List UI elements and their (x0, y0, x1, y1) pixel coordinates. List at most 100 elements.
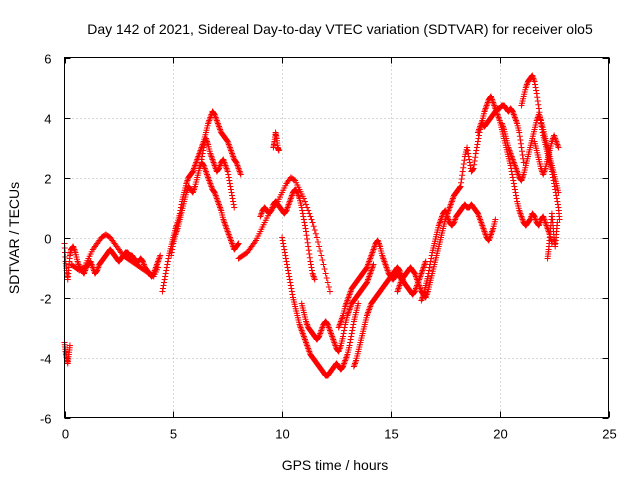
data-point (311, 227, 318, 233)
data-point (550, 174, 557, 181)
data-point (230, 201, 237, 208)
data-point (168, 249, 175, 256)
data-point (163, 267, 170, 274)
data-point (237, 171, 244, 178)
data-point (470, 165, 477, 172)
y-tick-label: 6 (44, 52, 51, 67)
data-point (309, 219, 316, 226)
data-point (456, 184, 463, 191)
data-point (289, 291, 296, 298)
data-point (518, 144, 525, 151)
data-point (548, 168, 555, 175)
data-point (370, 261, 377, 268)
data-point (340, 330, 347, 337)
data-point (348, 330, 355, 337)
y-tick-label: 2 (44, 172, 51, 187)
data-point (459, 168, 466, 175)
data-series-trace-m (350, 258, 429, 370)
data-point (227, 186, 234, 193)
data-point (200, 147, 207, 154)
data-point (303, 201, 310, 208)
data-point (288, 288, 295, 295)
data-point (346, 342, 353, 349)
data-point (285, 267, 292, 274)
data-point (160, 282, 167, 289)
data-point (159, 288, 166, 295)
data-point (308, 264, 315, 271)
data-point (168, 252, 175, 259)
data-point (311, 276, 318, 283)
data-point (531, 78, 538, 85)
data-point (159, 285, 166, 292)
data-point (510, 177, 517, 184)
data-point (299, 207, 306, 214)
plot-frame (64, 57, 609, 418)
data-point (475, 135, 482, 142)
data-point (280, 240, 287, 247)
data-point (304, 236, 311, 242)
data-point (473, 147, 480, 154)
data-point (287, 282, 294, 289)
y-tick-label: 0 (44, 232, 51, 247)
data-series-trace-u (544, 210, 561, 262)
data-series-trace-b (61, 339, 73, 367)
data-point (458, 176, 465, 182)
data-point (517, 140, 524, 147)
data-point (307, 213, 314, 220)
x-axis-label: GPS time / hours (282, 457, 389, 473)
data-point (287, 279, 294, 286)
data-point (301, 219, 308, 226)
data-point (471, 158, 478, 164)
data-point (427, 261, 434, 268)
data-point (460, 161, 467, 167)
data-point (532, 84, 539, 91)
data-point (424, 273, 431, 280)
data-point (534, 94, 541, 101)
data-point (467, 162, 474, 169)
data-point (553, 195, 560, 202)
data-point (427, 258, 434, 265)
data-point (512, 189, 519, 196)
data-series-trace-f (198, 135, 238, 211)
x-tick-label: 20 (493, 427, 507, 442)
data-point (305, 207, 312, 214)
data-point (471, 161, 478, 168)
data-point (288, 285, 295, 292)
x-tick-label: 5 (170, 427, 177, 442)
data-point (199, 150, 206, 157)
data-point (155, 264, 162, 271)
data-point (225, 171, 232, 178)
x-tick-label: 25 (602, 427, 616, 442)
data-point (169, 246, 176, 253)
data-point (425, 270, 432, 277)
data-point (303, 228, 310, 235)
data-point (285, 270, 292, 277)
data-point (465, 153, 472, 160)
data-point (538, 123, 545, 130)
data-point (532, 81, 539, 88)
data-point (539, 126, 546, 133)
data-point (341, 327, 348, 334)
data-point (307, 261, 314, 268)
data-point (340, 333, 347, 340)
data-point (286, 276, 293, 283)
data-point (466, 156, 473, 163)
data-point (535, 105, 542, 112)
data-point (553, 192, 560, 199)
data-point (163, 264, 170, 271)
data-point (279, 237, 286, 244)
data-point (536, 113, 543, 119)
data-point (308, 216, 315, 223)
data-point (476, 132, 483, 139)
data-point (301, 222, 308, 229)
data-point (315, 239, 322, 245)
y-axis-label: SDTVAR / TECUs (6, 182, 22, 294)
data-point (275, 147, 282, 154)
data-point (307, 258, 314, 265)
data-series-trace-e (168, 159, 242, 259)
data-point (283, 258, 290, 265)
data-point (298, 204, 305, 211)
data-point (508, 168, 515, 175)
data-series-trace-i (270, 129, 282, 154)
